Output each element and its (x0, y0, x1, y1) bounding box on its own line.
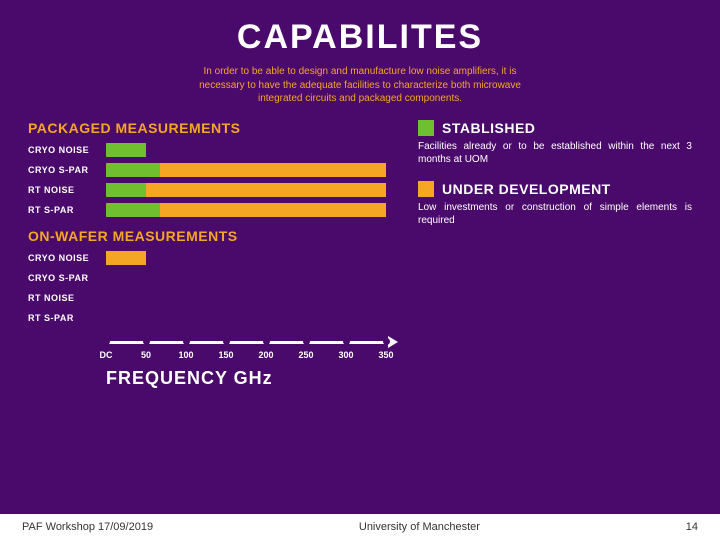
axis-tick (343, 338, 350, 345)
chart-row: CRYO S-PAR (28, 270, 408, 286)
bar-segment (160, 203, 386, 217)
axis-tick (183, 338, 190, 345)
bar-track (106, 163, 386, 177)
chart-row: RT NOISE (28, 182, 408, 198)
bar-track (106, 291, 386, 305)
legend-item: STABLISHED (418, 120, 692, 136)
chart-row: CRYO NOISE (28, 142, 408, 158)
chart-row: RT S-PAR (28, 310, 408, 326)
bar-track (106, 251, 386, 265)
axis-tick-label: 50 (141, 350, 151, 360)
subtitle: In order to be able to design and manufa… (140, 65, 580, 106)
bar-segment (106, 203, 160, 217)
chart-section: PACKAGED MEASUREMENTS CRYO NOISE CRYO S-PA… (28, 120, 408, 218)
legend-item: UNDER DEVELOPMENT (418, 181, 692, 197)
axis-tick (263, 338, 270, 345)
legend-swatch-icon (418, 181, 434, 197)
subtitle-l1: In order to be able to design and manufa… (204, 66, 517, 77)
section-header: ON-WAFER MEASUREMENTS (28, 228, 408, 244)
axis-tick (223, 338, 230, 345)
axis-tick (383, 338, 390, 345)
row-label: CRYO NOISE (28, 253, 106, 263)
axis-title: FREQUENCY GHz (106, 368, 408, 389)
page-title: CAPABILITES (28, 18, 692, 57)
footer-left: PAF Workshop 17/09/2019 (22, 521, 153, 533)
bar-segment (106, 143, 146, 157)
bar-track (106, 183, 386, 197)
bar-segment (146, 183, 386, 197)
chart-row: RT S-PAR (28, 202, 408, 218)
bar-track (106, 271, 386, 285)
subtitle-l3: integrated circuits and packaged compone… (258, 93, 462, 104)
bar-segment (160, 163, 386, 177)
row-label: CRYO NOISE (28, 145, 106, 155)
bar-segment (106, 183, 146, 197)
chart-area: PACKAGED MEASUREMENTS CRYO NOISE CRYO S-PA… (28, 120, 408, 389)
footer: PAF Workshop 17/09/2019 University of Ma… (0, 514, 720, 540)
row-label: CRYO S-PAR (28, 165, 106, 175)
row-label: CRYO S-PAR (28, 273, 106, 283)
bar-track (106, 203, 386, 217)
legend-description: Facilities already or to be established … (418, 140, 692, 167)
footer-right: 14 (686, 521, 698, 533)
axis-tick-label: 100 (178, 350, 193, 360)
chart-row: RT NOISE (28, 290, 408, 306)
row-label: RT S-PAR (28, 205, 106, 215)
axis-tick (103, 338, 110, 345)
subtitle-l2: necessary to have the adequate facilitie… (199, 80, 521, 91)
axis-tick-label: DC (100, 350, 113, 360)
row-label: RT NOISE (28, 185, 106, 195)
legend-swatch-icon (418, 120, 434, 136)
chart-row: CRYO NOISE (28, 250, 408, 266)
slide: CAPABILITES In order to be able to desig… (0, 0, 720, 389)
axis-tick (303, 338, 310, 345)
chart-section: ON-WAFER MEASUREMENTS CRYO NOISE CRYO S-PA… (28, 228, 408, 326)
row-label: RT S-PAR (28, 313, 106, 323)
row-label: RT NOISE (28, 293, 106, 303)
bar-track (106, 143, 386, 157)
axis-tick-label: 200 (258, 350, 273, 360)
legend-label: STABLISHED (442, 120, 535, 136)
axis-tick-label: 350 (378, 350, 393, 360)
legend-label: UNDER DEVELOPMENT (442, 181, 611, 197)
legend-description: Low investments or construction of simpl… (418, 201, 692, 228)
axis-tick-label: 250 (298, 350, 313, 360)
axis-tick-label: 150 (218, 350, 233, 360)
footer-center: University of Manchester (359, 521, 480, 533)
axis-tick-label: 300 (338, 350, 353, 360)
axis-tick (143, 338, 150, 345)
x-axis: DC50100150200250300350 (106, 336, 389, 362)
section-header: PACKAGED MEASUREMENTS (28, 120, 408, 136)
content-columns: PACKAGED MEASUREMENTS CRYO NOISE CRYO S-PA… (28, 120, 692, 389)
chart-row: CRYO S-PAR (28, 162, 408, 178)
bar-segment (106, 163, 160, 177)
bar-track (106, 311, 386, 325)
legend: STABLISHED Facilities already or to be es… (418, 120, 692, 389)
bar-segment (106, 251, 146, 265)
